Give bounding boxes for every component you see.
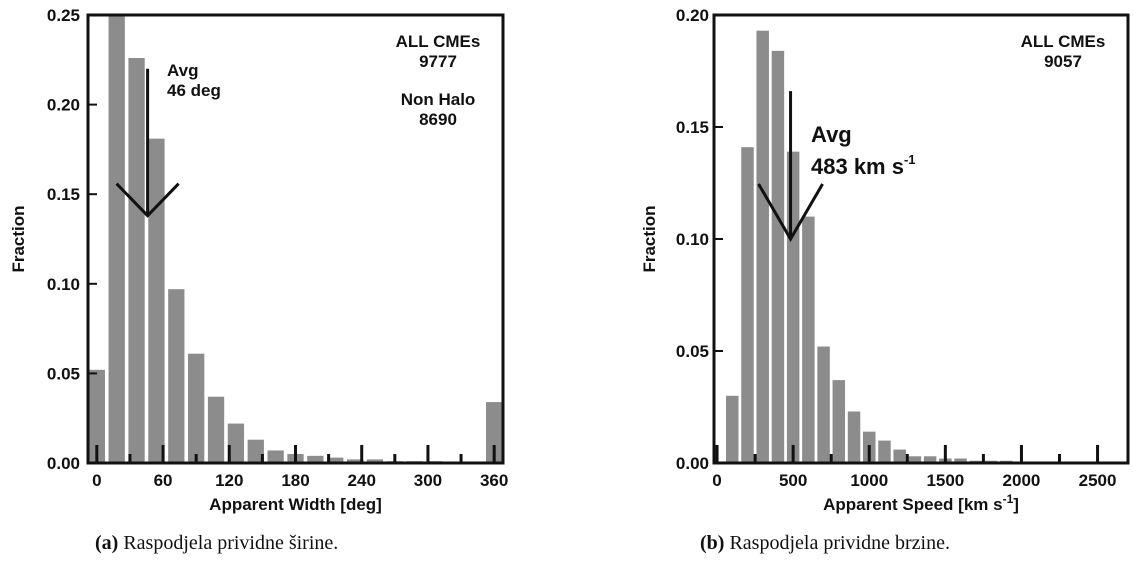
speed-bar [741,147,754,463]
width-bar [88,369,105,463]
width-y-tick-label: 0.20 [47,96,80,115]
width-bar [327,457,344,463]
width-bar [168,289,185,463]
width-bar [128,58,145,464]
speed-bar [847,411,861,463]
width-y-tick-label: 0.15 [47,185,80,204]
width-bar [366,459,384,463]
caption-a: (a) Raspodjela prividne širine. [95,532,338,555]
width-annotation-text: 8690 [419,110,457,129]
width-bar [267,450,284,463]
width-bar [188,353,205,463]
width-annotation-text: Avg [167,61,199,80]
caption-b-text: Raspodjela prividne brzine. [729,532,950,554]
width-y-tick-label: 0.10 [47,275,80,294]
width-x-axis-label: Apparent Width [deg] [209,495,382,514]
width-bar [227,423,245,463]
speed-bar [771,50,785,464]
speed-bar [802,216,815,463]
width-bar [307,455,324,463]
width-x-tick-label: 120 [215,471,243,490]
speed-annotation-text: Avg [811,122,852,147]
width-bar [207,396,225,463]
width-x-tick-label: 360 [480,471,508,490]
width-bar [486,402,503,463]
width-x-tick-label: 180 [281,471,309,490]
caption-b-label: (b) [700,532,725,554]
width-bar [346,459,364,463]
width-plot-frame [86,13,505,465]
speed-y-tick-label: 0.05 [676,342,709,361]
speed-y-tick-label: 0.20 [676,6,709,25]
width-annotation-text: ALL CMEs [396,32,481,51]
speed-bar [878,440,891,463]
width-annotation-text: 9777 [419,52,457,71]
speed-x-axis-label: Apparent Speed [km s-1] [823,492,1019,514]
speed-annotation-text: 9057 [1044,52,1082,71]
speed-avg-arrow-head [757,183,824,242]
width-bar [108,15,125,463]
caption-a-text: Raspodjela prividne širine. [123,532,339,554]
width-bar [247,439,264,463]
speed-plot-frame [712,13,1130,465]
width-x-tick-label: 0 [92,471,101,490]
speed-y-tick-label: 0.15 [676,118,709,137]
speed-annotation-text: 483 km s-1 [811,152,916,179]
speed-bar [954,458,967,463]
caption-a-label: (a) [95,532,119,554]
width-avg-arrow-head [115,182,180,218]
speed-y-tick-label: 0.00 [676,454,709,473]
width-bar [148,138,165,463]
speed-y-axis-label: Fraction [640,205,659,272]
speed-histogram-panel: 0 500 1000 1500 2000 2500 0.00 0.05 0.10 0.15 0.20… [640,6,1130,514]
width-x-tick-label: 240 [348,471,376,490]
speed-bar [817,346,830,463]
width-x-tick-label: 300 [414,471,442,490]
width-annotation-text: 46 deg [167,81,221,100]
speed-x-tick-label: 2000 [1003,471,1041,490]
speed-y-tick-label: 0.10 [676,230,709,249]
speed-bar [832,380,846,463]
width-y-tick-label: 0.05 [47,364,80,383]
speed-x-tick-label: 500 [779,471,807,490]
width-y-tick-label: 0.00 [47,454,80,473]
speed-x-tick-label: 1500 [926,471,964,490]
width-y-tick-label: 0.25 [47,6,80,25]
speed-bar [726,395,739,463]
width-annotation-text: Non Halo [401,90,476,109]
width-x-tick-label: 60 [154,471,173,490]
speed-bar [786,151,800,463]
width-histogram-panel: 0 60 120 180 240 300 360 0.00 0.05 0.10 0.15 0.20 0.… [9,6,508,514]
speed-annotation-text: ALL CMEs [1021,32,1106,51]
width-y-axis-label: Fraction [9,205,28,272]
caption-b: (b) Raspodjela prividne brzine. [700,532,950,555]
speed-bar [893,449,906,463]
speed-x-tick-label: 2500 [1079,471,1117,490]
speed-bar [756,30,769,464]
speed-bar [923,456,937,463]
speed-bar [908,456,922,463]
speed-x-tick-label: 0 [712,471,721,490]
speed-x-tick-label: 1000 [850,471,888,490]
